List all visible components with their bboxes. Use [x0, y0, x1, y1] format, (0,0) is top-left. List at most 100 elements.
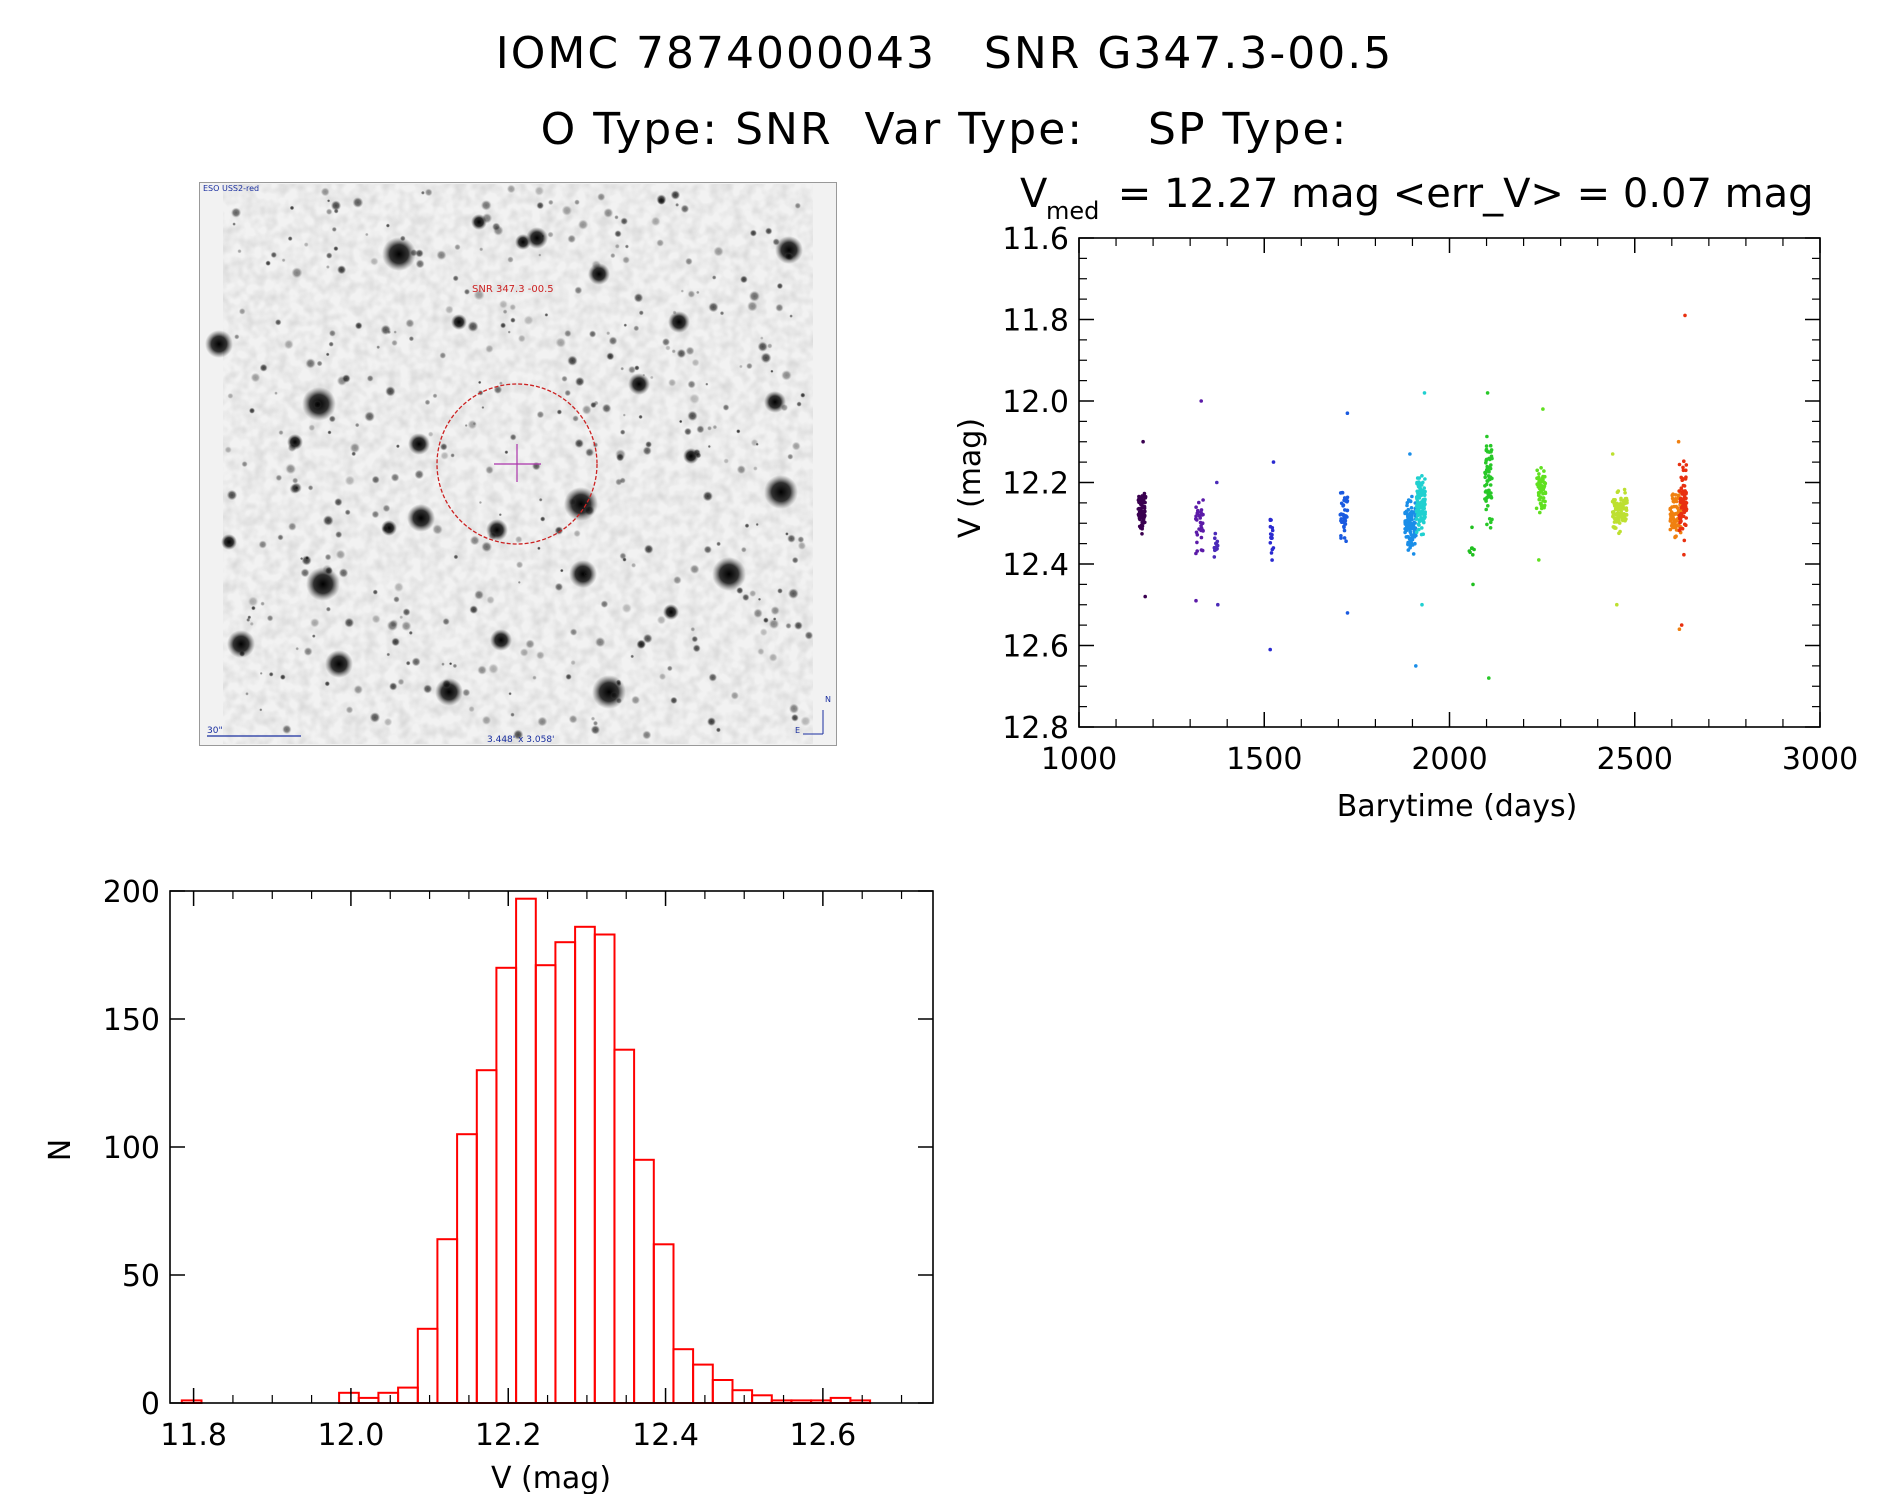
- light-curve-point-season-11: [1616, 508, 1620, 512]
- light-curve-point-season-11: [1612, 525, 1616, 529]
- y-tick-label: 12.4: [1002, 548, 1069, 583]
- star: [776, 282, 784, 290]
- star: [614, 243, 620, 249]
- light-curve-point-season-1: [1141, 498, 1145, 502]
- star: [399, 235, 406, 242]
- light-curve-point-season-9: [1484, 447, 1489, 452]
- light-curve-point-season-3: [1213, 548, 1217, 553]
- light-curve-point-season-6: [1413, 541, 1417, 546]
- light-curve-point-season-10: [1537, 558, 1541, 562]
- star: [440, 443, 448, 451]
- light-curve-point-season-6: [1406, 522, 1411, 526]
- star: [622, 256, 630, 264]
- light-curve-point-season-3: [1215, 547, 1219, 551]
- light-curve-point-season-6: [1406, 524, 1410, 528]
- light-curve-point-season-7: [1423, 489, 1427, 494]
- star: [486, 595, 495, 605]
- star: [680, 204, 690, 214]
- light-curve-point-season-10: [1538, 480, 1542, 485]
- light-curve-point-season-10: [1536, 476, 1540, 481]
- light-curve-point-season-12: [1674, 518, 1678, 522]
- light-curve-point-season-6: [1411, 543, 1415, 547]
- star: [354, 321, 363, 330]
- star: [538, 253, 542, 257]
- light-curve-point-season-1: [1140, 515, 1145, 519]
- star: [408, 433, 430, 455]
- light-curve-point-season-7: [1420, 519, 1425, 523]
- light-curve-point-season-9: [1484, 444, 1489, 448]
- star: [432, 524, 443, 535]
- light-curve-point-season-1: [1139, 502, 1143, 507]
- light-curve-point-season-10: [1537, 492, 1541, 496]
- light-curve-point-season-10: [1540, 488, 1544, 493]
- light-curve-point-season-3: [1214, 541, 1218, 546]
- light-curve-point-season-11: [1619, 505, 1624, 510]
- light-curve-point-season-6: [1406, 498, 1411, 502]
- light-curve-point-season-6: [1412, 530, 1417, 534]
- light-curve-point-season-6: [1403, 522, 1408, 526]
- light-curve-point-season-1: [1139, 502, 1144, 507]
- star: [665, 345, 671, 351]
- light-curve-point-season-13: [1680, 504, 1685, 508]
- light-curve-point-season-3: [1213, 536, 1217, 540]
- star: [567, 234, 576, 244]
- light-curve-point-season-11: [1614, 526, 1618, 530]
- light-curve-point-season-11: [1615, 602, 1619, 607]
- size-label: 3.448' x 3.058': [487, 735, 555, 745]
- light-curve-point-season-11: [1619, 506, 1623, 510]
- light-curve-point-season-7: [1416, 507, 1420, 512]
- light-curve-point-season-9: [1487, 456, 1491, 461]
- light-curve-point-season-12: [1673, 493, 1678, 497]
- light-curve-point-season-3: [1215, 539, 1220, 544]
- star: [395, 444, 400, 449]
- light-curve-point-season-9: [1484, 468, 1489, 472]
- star: [300, 568, 310, 578]
- light-curve-point-season-6: [1412, 533, 1417, 537]
- light-curve-point-season-13: [1682, 495, 1687, 500]
- star: [507, 256, 514, 263]
- light-curve-point-season-12: [1672, 520, 1677, 525]
- light-curve-point-season-12: [1675, 517, 1680, 522]
- page-title: IOMC 7874000043 SNR G347.3-00.5: [495, 28, 1394, 79]
- light-curve-point-season-11: [1612, 502, 1617, 506]
- light-curve-point-season-6: [1409, 543, 1413, 548]
- star: [712, 424, 718, 430]
- star: [614, 215, 619, 220]
- light-curve-point-season-11: [1612, 504, 1617, 508]
- star: [619, 477, 626, 484]
- light-curve-point-season-6: [1413, 510, 1417, 515]
- star: [408, 630, 413, 635]
- star: [292, 477, 299, 484]
- light-curve-point-season-10: [1541, 485, 1545, 489]
- light-curve-point-season-13: [1684, 468, 1688, 473]
- light-curve-point-season-2: [1199, 512, 1204, 517]
- star: [763, 617, 769, 624]
- light-curve-point-season-4: [1270, 536, 1274, 540]
- star: [478, 500, 482, 505]
- light-curve-point-season-11: [1621, 504, 1625, 508]
- light-curve-point-season-5: [1341, 513, 1346, 517]
- star: [616, 681, 622, 687]
- star: [232, 222, 236, 226]
- star: [564, 329, 572, 338]
- light-curve-point-season-7: [1419, 500, 1424, 504]
- light-curve-point-season-7: [1419, 493, 1424, 498]
- light-curve-point-season-9: [1489, 456, 1494, 461]
- light-curve-point-season-7: [1418, 486, 1422, 490]
- light-curve-point-season-12: [1669, 512, 1674, 517]
- star: [305, 556, 310, 560]
- star: [621, 603, 632, 614]
- light-curve-point-season-7: [1415, 480, 1419, 485]
- light-curve-point-season-7: [1419, 516, 1424, 520]
- histogram-bar: [436, 1238, 459, 1404]
- light-curve-point-season-7: [1423, 493, 1427, 497]
- light-curve-point-season-4: [1270, 547, 1275, 552]
- star: [624, 244, 629, 249]
- light-curve-point-season-5: [1343, 519, 1348, 523]
- star: [742, 593, 750, 602]
- light-curve-point-season-11: [1613, 507, 1618, 512]
- light-curve-point-season-12: [1669, 516, 1674, 520]
- light-curve-point-season-13: [1681, 468, 1686, 473]
- star: [331, 226, 337, 232]
- light-curve-point-season-9: [1484, 489, 1488, 493]
